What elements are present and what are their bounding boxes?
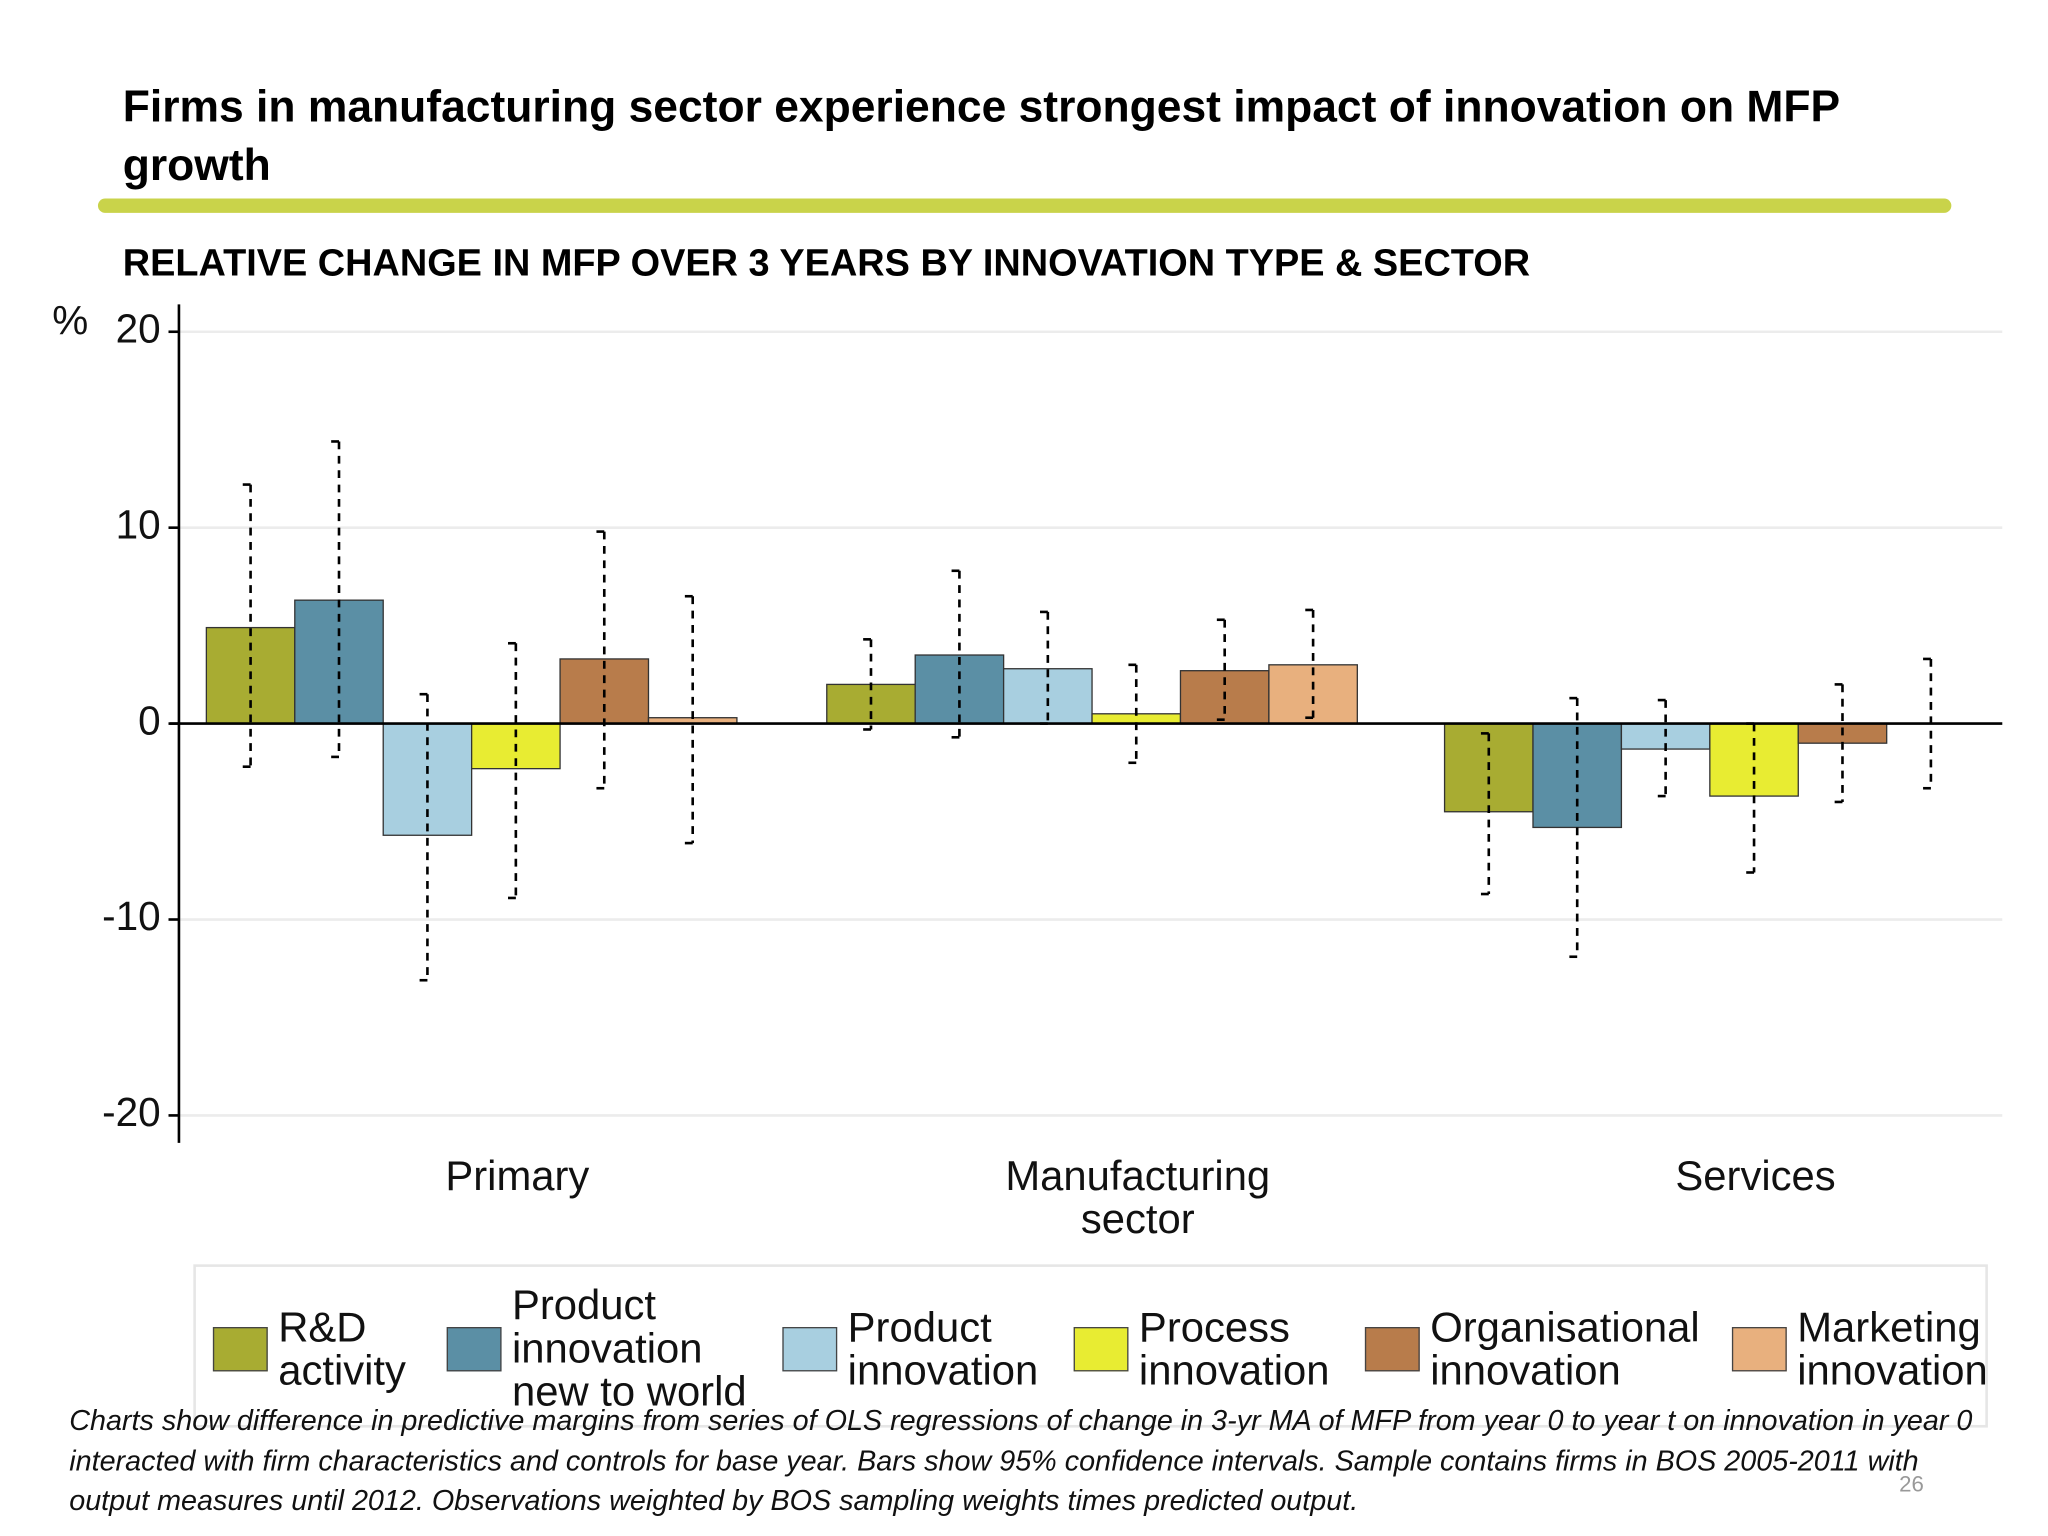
legend-label: Organisational innovation: [1430, 1302, 1700, 1393]
y-axis-label: %: [52, 298, 88, 344]
legend-item: R&D activity: [212, 1267, 448, 1430]
error-bar: [1569, 696, 1579, 959]
error-bar: [951, 569, 961, 739]
error-bar: [1480, 732, 1491, 896]
error-bar: [684, 594, 695, 845]
error-bar: [331, 440, 341, 759]
legend-item: Organisational innovation: [1364, 1267, 1731, 1430]
error-bar: [508, 641, 518, 900]
legend-swatch: [446, 1326, 502, 1371]
footnote: Charts show difference in predictive mar…: [69, 1404, 1973, 1517]
error-bar: [419, 692, 429, 982]
error-bar: [242, 483, 252, 768]
error-bar: [1216, 618, 1226, 721]
error-bar: [1305, 608, 1315, 720]
legend-item: Process innovation: [1073, 1267, 1361, 1430]
legend-label: R&D activity: [278, 1302, 406, 1393]
chart: % -20 -10 0 10 20: [52, 298, 2003, 1143]
y-tick-label: -20: [102, 1089, 161, 1135]
y-tick-label: 0: [138, 697, 161, 743]
legend-swatch: [782, 1326, 838, 1371]
legend-label: Product innovation new to world: [511, 1281, 747, 1415]
error-bar: [1657, 698, 1667, 798]
legend-swatch: [1364, 1326, 1420, 1371]
legend: R&D activity Product innovation new to wo…: [193, 1264, 1988, 1430]
legend-label: Product innovation: [847, 1302, 1039, 1393]
legend-label: Marketing innovation: [1797, 1302, 1988, 1393]
legend-swatch: [1073, 1326, 1129, 1371]
error-bar: [596, 530, 606, 790]
y-tick-label: -10: [102, 893, 161, 939]
page-number: 26: [1899, 1471, 1924, 1497]
legend-item: Product innovation new to world: [446, 1267, 787, 1430]
x-tick-label: Primary: [445, 1151, 590, 1200]
legend-label: Process innovation: [1138, 1302, 1330, 1393]
x-tick-label: Manufacturing sector: [1005, 1151, 1271, 1243]
x-tick-label: Services: [1675, 1151, 1836, 1200]
slide-title: Firms in manufacturing sector experience…: [122, 82, 1840, 191]
y-tick-label: 20: [116, 305, 161, 351]
legend-swatch: [212, 1326, 268, 1371]
y-tick-label: 10: [116, 501, 161, 547]
error-bar: [1128, 663, 1138, 765]
title-rule: [97, 198, 1952, 213]
legend-item: Marketing innovation: [1731, 1267, 2019, 1430]
legend-swatch: [1731, 1326, 1787, 1371]
legend-item: Product innovation: [782, 1267, 1069, 1430]
error-bar: [1834, 683, 1844, 804]
chart-subtitle: RELATIVE CHANGE IN MFP OVER 3 YEARS BY I…: [122, 242, 1531, 285]
error-bar: [863, 638, 873, 731]
